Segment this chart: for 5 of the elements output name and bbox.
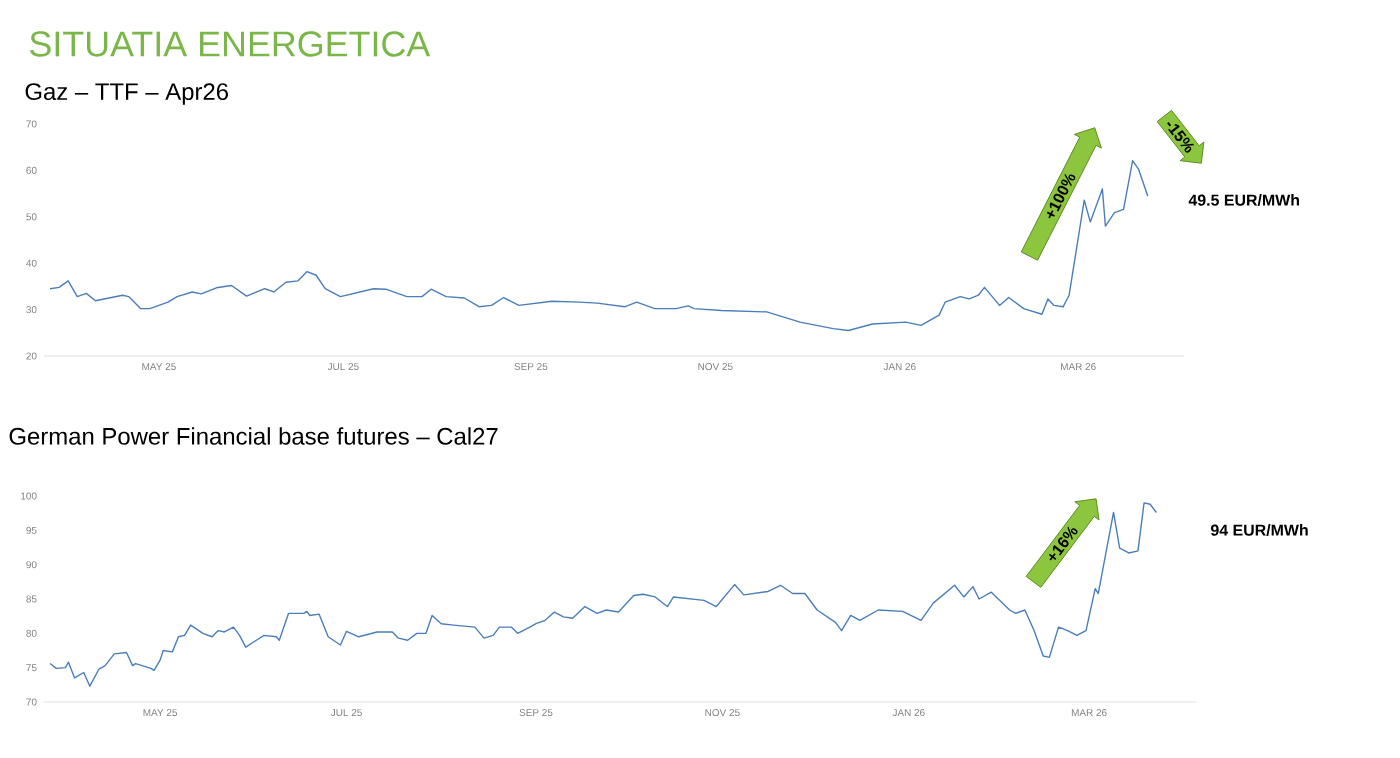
chart-subtitle: Gaz – TTF – Apr26 xyxy=(25,83,228,105)
chart-title: German Power Financial base futures – Cal27 xyxy=(9,427,498,445)
line-series xyxy=(49,159,1149,332)
chart-title: SITUATIA ENERGETICA xyxy=(30,31,431,57)
line-series xyxy=(49,502,1157,687)
